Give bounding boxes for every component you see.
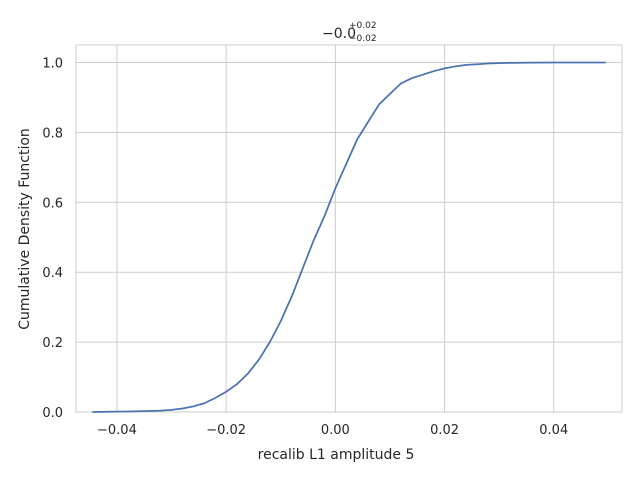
grid	[76, 45, 622, 413]
x-tick-label: 0.04	[539, 423, 568, 438]
x-tick-label: −0.02	[206, 423, 246, 438]
chart-title-superscript: +0.02	[349, 21, 377, 31]
y-tick-label: 0.0	[42, 406, 63, 421]
y-tick-label: 0.8	[42, 126, 63, 141]
x-axis-label: recalib L1 amplitude 5	[258, 447, 415, 463]
plot-frame	[75, 44, 623, 413]
y-tick-label: 0.6	[42, 196, 63, 211]
x-tick-label: 0.00	[321, 423, 350, 438]
cdf-line	[92, 61, 606, 413]
chart-title-subscript: −0.02	[349, 34, 377, 44]
y-tick-label: 1.0	[42, 56, 63, 71]
x-tick-labels: −0.04 −0.02 0.00 0.02 0.04	[97, 423, 568, 438]
y-tick-label: 0.2	[42, 336, 63, 351]
y-tick-labels: 0.0 0.2 0.4 0.6 0.8 1.0	[42, 56, 63, 421]
chart-title-main: −0.0	[322, 26, 356, 42]
chart-title: −0.0	[322, 26, 356, 42]
y-axis-label: Cumulative Density Function	[17, 128, 33, 330]
y-tick-label: 0.4	[42, 266, 63, 281]
x-tick-label: −0.04	[97, 423, 137, 438]
x-tick-label: 0.02	[430, 423, 459, 438]
